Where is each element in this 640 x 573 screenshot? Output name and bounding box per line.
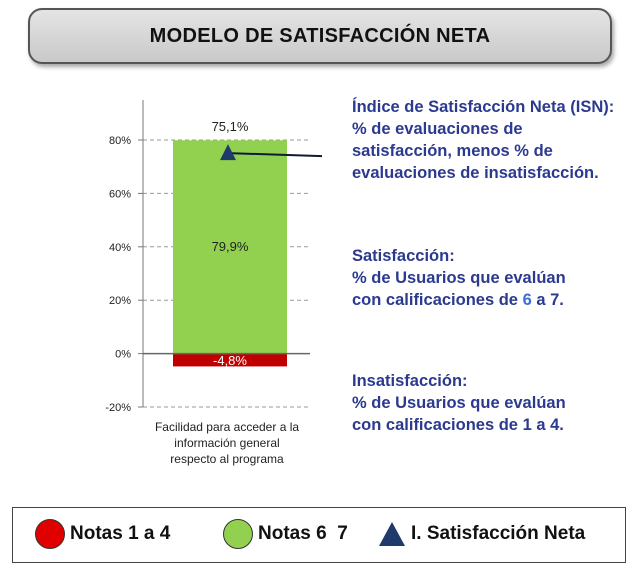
satisfaction-chart: -20% 0% 20% 40% 60% 80% 79,9% -4,8% 75,1% Facilid… bbox=[105, 100, 323, 466]
satisfaccion-highlight-number: 6 bbox=[522, 291, 532, 309]
y-tick-label: 0% bbox=[115, 349, 131, 361]
isn-line-1: Índice de Satisfacción Neta (ISN): bbox=[352, 98, 615, 116]
legend-item-notas-6-7: Notas 6 7 bbox=[223, 519, 348, 549]
satisfaccion-line-3: con calificaciones de 6 a 7. bbox=[352, 289, 566, 311]
y-tick-label: 20% bbox=[109, 295, 131, 307]
y-tick-label: 60% bbox=[109, 188, 131, 200]
category-label: información general bbox=[174, 436, 279, 450]
title-banner: MODELO DE SATISFACCIÓN NETA bbox=[28, 8, 612, 64]
satisfaccion-line-3-post: a 7. bbox=[531, 291, 564, 309]
bar-notas-6-7 bbox=[173, 140, 287, 354]
isn-line-4: evaluaciones de insatisfacción. bbox=[352, 164, 599, 182]
legend-label-notas-6-7: Notas 6 7 bbox=[258, 523, 348, 544]
category-label: respecto al programa bbox=[170, 452, 284, 466]
category-label: Facilidad para acceder a la bbox=[155, 420, 299, 434]
data-label-positive: 79,9% bbox=[212, 239, 249, 254]
triangle-icon bbox=[379, 522, 405, 546]
insatisfaccion-annotation: Insatisfacción: % de Usuarios que evalúa… bbox=[352, 370, 566, 436]
bar-notas-1-4 bbox=[173, 353, 287, 367]
isn-line-3: satisfacción, menos % de bbox=[352, 142, 553, 160]
y-tick-label: 80% bbox=[109, 135, 131, 147]
data-label-net: 75,1% bbox=[212, 119, 249, 134]
red-circle-icon bbox=[35, 519, 65, 549]
insatisfaccion-line-1: Insatisfacción: bbox=[352, 372, 468, 390]
legend-label-notas-1-4: Notas 1 a 4 bbox=[70, 523, 171, 544]
legend-item-isn: I. Satisfacción Neta bbox=[379, 522, 585, 546]
satisfaccion-line-1: Satisfacción: bbox=[352, 247, 455, 265]
insatisfaccion-line-3: con calificaciones de 1 a 4. bbox=[352, 416, 564, 434]
satisfaccion-line-3-pre: con calificaciones de bbox=[352, 291, 523, 309]
insatisfaccion-line-2: % de Usuarios que evalúan bbox=[352, 394, 566, 412]
y-tick-label: 40% bbox=[109, 242, 131, 254]
isn-marker-icon bbox=[220, 144, 236, 161]
data-label-negative: -4,8% bbox=[213, 353, 247, 368]
y-tick-label: -20% bbox=[105, 402, 131, 414]
green-circle-icon bbox=[223, 519, 253, 549]
isn-line-2: % de evaluaciones de bbox=[352, 120, 523, 138]
isn-annotation: Índice de Satisfacción Neta (ISN): % de … bbox=[352, 96, 614, 184]
page-title: MODELO DE SATISFACCIÓN NETA bbox=[149, 24, 491, 47]
satisfaccion-line-2: % de Usuarios que evalúan bbox=[352, 269, 566, 287]
legend-item-notas-1-4: Notas 1 a 4 bbox=[35, 519, 170, 549]
legend: Notas 1 a 4 Notas 6 7 I. Satisfacción Ne… bbox=[12, 507, 626, 563]
isn-pointer-line bbox=[227, 152, 323, 158]
satisfaccion-annotation: Satisfacción: % de Usuarios que evalúan … bbox=[352, 245, 566, 311]
legend-label-isn: I. Satisfacción Neta bbox=[411, 523, 586, 544]
